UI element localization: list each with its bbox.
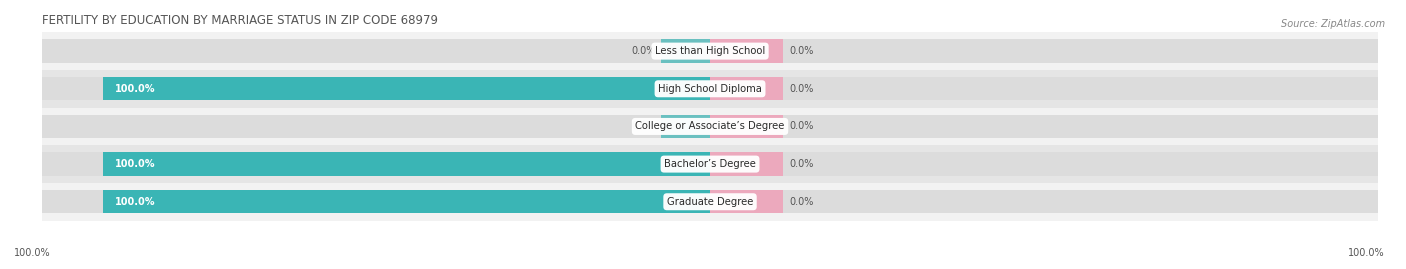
Text: 0.0%: 0.0% (789, 197, 813, 207)
Text: 0.0%: 0.0% (631, 46, 655, 56)
Bar (42, 108, 1378, 145)
Legend: Married, Unmarried: Married, Unmarried (628, 267, 792, 269)
Bar (103, 190, 710, 213)
Text: Graduate Degree: Graduate Degree (666, 197, 754, 207)
Text: 100.0%: 100.0% (115, 159, 156, 169)
Bar (710, 77, 783, 100)
Bar (42, 145, 1378, 183)
Text: 100.0%: 100.0% (115, 197, 156, 207)
Bar (103, 153, 710, 176)
Bar (42, 40, 1378, 63)
Text: Source: ZipAtlas.com: Source: ZipAtlas.com (1281, 19, 1385, 29)
Bar (42, 115, 1378, 138)
Bar (710, 115, 783, 138)
Bar (42, 32, 1378, 70)
Bar (710, 40, 783, 63)
Bar (42, 70, 1378, 108)
Text: High School Diploma: High School Diploma (658, 84, 762, 94)
Text: 100.0%: 100.0% (14, 248, 51, 258)
Bar (710, 153, 783, 176)
Bar (42, 153, 1378, 176)
Text: College or Associate’s Degree: College or Associate’s Degree (636, 121, 785, 132)
Text: Bachelor’s Degree: Bachelor’s Degree (664, 159, 756, 169)
Text: 0.0%: 0.0% (789, 84, 813, 94)
Text: 100.0%: 100.0% (1348, 248, 1385, 258)
Bar (661, 40, 710, 63)
Text: 100.0%: 100.0% (115, 84, 156, 94)
Text: FERTILITY BY EDUCATION BY MARRIAGE STATUS IN ZIP CODE 68979: FERTILITY BY EDUCATION BY MARRIAGE STATU… (42, 14, 439, 27)
Text: 0.0%: 0.0% (631, 121, 655, 132)
Bar (42, 190, 1378, 213)
Bar (710, 190, 783, 213)
Bar (661, 115, 710, 138)
Bar (42, 183, 1378, 221)
Text: 0.0%: 0.0% (789, 159, 813, 169)
Text: 0.0%: 0.0% (789, 121, 813, 132)
Text: 0.0%: 0.0% (789, 46, 813, 56)
Bar (42, 77, 1378, 100)
Bar (103, 77, 710, 100)
Text: Less than High School: Less than High School (655, 46, 765, 56)
